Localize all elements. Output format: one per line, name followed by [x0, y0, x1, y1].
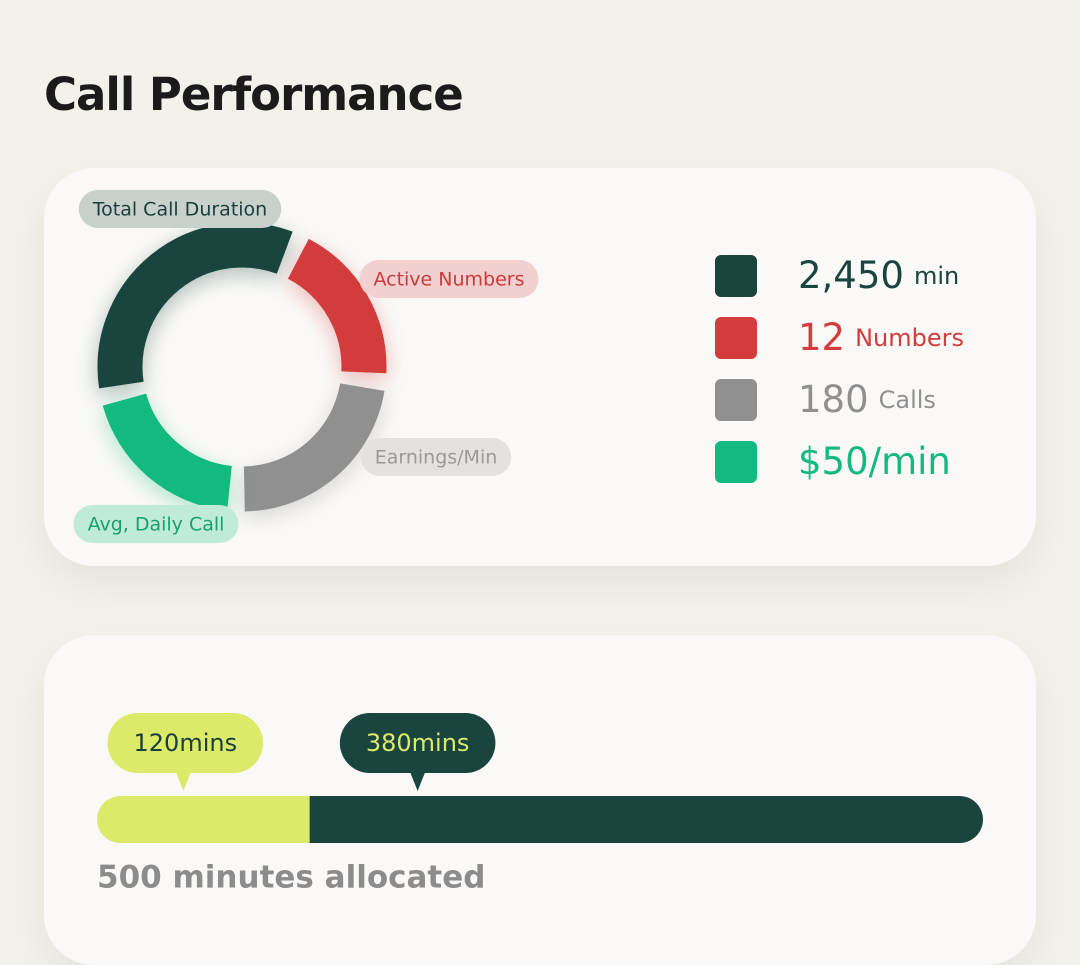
callout-pointer	[175, 771, 192, 791]
legend-swatch	[715, 317, 757, 359]
callout-pointer	[409, 771, 426, 791]
donut-label-bg	[73, 505, 239, 543]
donut-label-text: Active Numbers	[373, 269, 524, 291]
usage-total: 500 minutes allocated	[97, 860, 485, 896]
page-title: Call Performance	[44, 68, 464, 121]
usage-callout-bg	[339, 713, 496, 773]
legend-unit: /min	[869, 440, 951, 483]
page: Call Performance Total Call Duration Acti…	[44, 68, 1036, 965]
donut-segment	[287, 238, 387, 374]
legend-unit: min	[914, 262, 959, 290]
legend-number: $50	[798, 440, 869, 483]
legend-unit: Calls	[879, 386, 936, 414]
donut-segment	[97, 222, 293, 389]
legend-value: 180 Calls	[798, 378, 936, 421]
donut-label-bg	[360, 438, 512, 476]
legend-value: $50/min	[798, 440, 951, 483]
donut-label-text: Total Call Duration	[92, 199, 267, 221]
legend-swatch	[715, 441, 757, 483]
usage-callout-text: 120mins	[134, 729, 238, 757]
donut-label-bg	[78, 190, 282, 228]
legend-swatch	[715, 255, 757, 297]
legend-unit: Numbers	[855, 324, 964, 352]
legend-swatch	[715, 379, 757, 421]
donut-label-text: Earnings/Min	[375, 447, 498, 469]
donut-label-bg	[359, 260, 539, 298]
chart-layer: Total Call Duration Active Numbers Earning…	[73, 190, 983, 896]
legend-value: 2,450 min	[798, 254, 959, 297]
legend-number: 180	[798, 378, 869, 421]
donut-segment	[102, 392, 233, 511]
usage-segment	[97, 796, 310, 843]
usage-callout-bg	[107, 713, 264, 773]
usage-bar	[97, 796, 983, 843]
donut-label-text: Avg, Daily Call	[88, 514, 225, 536]
donut-segment	[243, 382, 385, 512]
legend-value: 12 Numbers	[798, 316, 964, 359]
legend-number: 12	[798, 316, 845, 359]
usage-callout-text: 380mins	[366, 729, 470, 757]
legend-number: 2,450	[798, 254, 904, 297]
usage-segment	[309, 796, 983, 843]
